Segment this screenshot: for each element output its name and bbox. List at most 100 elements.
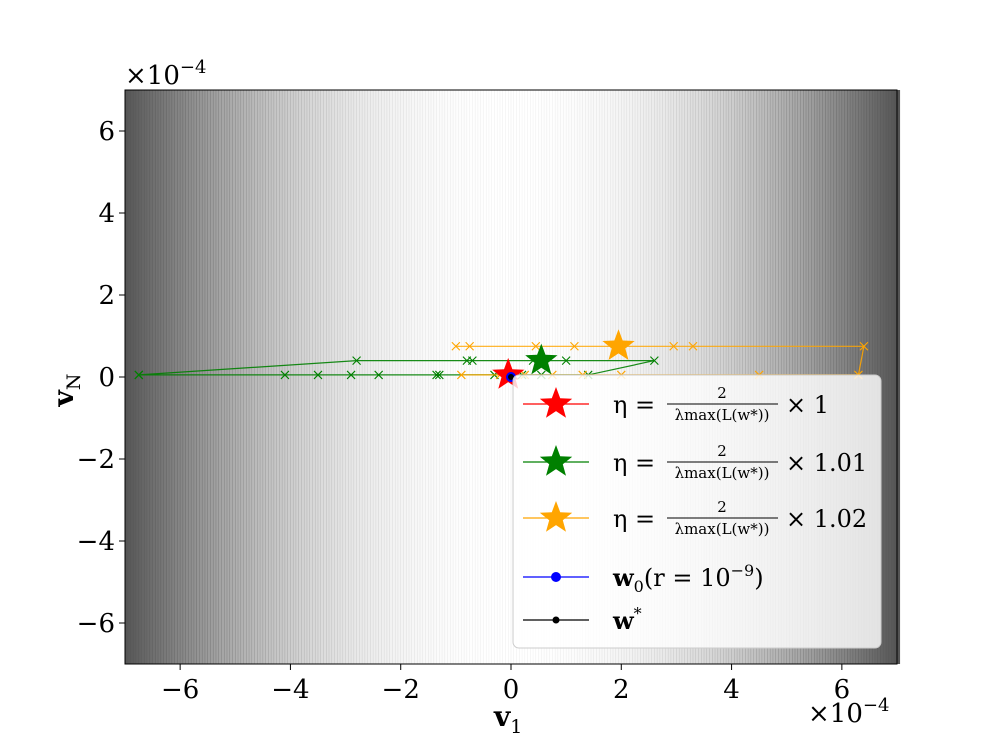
legend-eta: η =: [613, 449, 655, 477]
y-tick-label: −6: [77, 609, 115, 639]
contour-band: [891, 90, 895, 664]
contour-band: [207, 90, 211, 664]
legend-dot: [552, 616, 560, 624]
contour-band: [293, 90, 297, 664]
contour-band: [213, 90, 217, 664]
contour-band: [180, 90, 184, 664]
contour-band: [246, 90, 250, 664]
series-marker: [462, 356, 472, 365]
contour-band: [386, 90, 390, 664]
contour-band: [406, 90, 410, 664]
contour-band: [491, 90, 495, 664]
contour-band: [232, 90, 236, 664]
contour-band: [883, 90, 887, 664]
contour-band: [193, 90, 197, 664]
legend: η = 2 λmax(L(w*)) × 1 η = 2 λmax(L(w*)) × 1.01 η…: [512, 374, 882, 649]
contour-band: [227, 90, 231, 664]
contour-band: [431, 90, 435, 664]
contour-band: [880, 90, 884, 664]
series-marker: [688, 341, 698, 351]
legend-eta: η =: [613, 505, 655, 533]
contour-band: [169, 90, 173, 664]
contour-band: [218, 90, 222, 664]
legend-factor: × 1: [786, 391, 829, 419]
series-marker: [374, 370, 384, 380]
series-marker: [456, 370, 466, 380]
contour-band: [888, 90, 892, 664]
series-marker: [465, 341, 475, 351]
contour-band: [392, 90, 396, 664]
legend-star: [539, 501, 573, 532]
contour-band: [204, 90, 209, 664]
contour-band: [323, 90, 327, 664]
contour-band: [469, 90, 473, 664]
contour-band: [279, 90, 283, 664]
contour-band: [160, 90, 164, 664]
contour-band: [262, 90, 266, 664]
contour-band: [312, 90, 316, 664]
series-marker: [859, 341, 869, 351]
axis-ticks: −6 −4 −2 0 2 4 6 −6 −4 −2 0 2 4 6: [77, 117, 850, 705]
y-tick-label: −4: [77, 527, 115, 557]
contour-band: [367, 90, 371, 664]
contour-band: [298, 90, 302, 664]
contour-band: [149, 90, 153, 664]
contour-band: [174, 90, 178, 664]
contour-band: [348, 90, 352, 664]
contour-band: [171, 90, 175, 664]
contour-band: [265, 90, 269, 664]
y-tick-label: 0: [98, 363, 115, 393]
contour-band: [472, 90, 476, 664]
x-tick-label: 6: [834, 675, 851, 705]
contour-band: [442, 90, 446, 664]
contour-band: [306, 90, 311, 664]
contour-band: [450, 90, 454, 664]
contour-band: [414, 90, 418, 664]
contour-band: [301, 90, 305, 664]
contour-band: [447, 90, 451, 664]
contour-band: [257, 90, 261, 664]
contour-band: [276, 90, 280, 664]
series-marker: [434, 370, 444, 380]
contour-band: [147, 90, 151, 664]
y-multiplier: ×10−4: [125, 57, 206, 91]
contour-band: [897, 90, 901, 664]
contour-band: [331, 90, 335, 664]
legend-label: w0(r = 10−9): [612, 561, 764, 596]
x-axis-label: v1: [493, 700, 522, 738]
contour-band: [411, 90, 415, 664]
series-marker: [352, 356, 361, 365]
contour-band: [229, 90, 233, 664]
contour-band: [417, 90, 421, 664]
contour-band: [182, 90, 186, 664]
contour-band: [486, 90, 490, 664]
contour-band: [133, 90, 137, 664]
legend-box: [512, 374, 882, 649]
contour-band: [370, 90, 374, 664]
contour-band: [422, 90, 426, 664]
contour-band: [191, 90, 195, 664]
point-marker: [508, 374, 514, 380]
series-marker: [280, 370, 290, 380]
contour-band: [243, 90, 247, 664]
y-tick-label: 6: [98, 117, 115, 147]
contour-band: [141, 90, 145, 664]
contour-band: [304, 90, 308, 664]
contour-band: [309, 90, 313, 664]
x-tick-label: −4: [271, 675, 309, 705]
contour-band: [444, 90, 448, 664]
contour-band: [356, 90, 360, 664]
contour-band: [199, 90, 203, 664]
contour-band: [329, 90, 333, 664]
y-tick-label: 4: [98, 199, 115, 229]
contour-band: [196, 90, 200, 664]
contour-band: [166, 90, 170, 664]
contour-band: [320, 90, 324, 664]
series-marker: [313, 370, 323, 380]
series-marker: [649, 356, 659, 365]
y-tick-label: 2: [98, 281, 115, 311]
contour-band: [224, 90, 228, 664]
contour-band: [152, 90, 156, 664]
contour-band: [345, 90, 349, 664]
